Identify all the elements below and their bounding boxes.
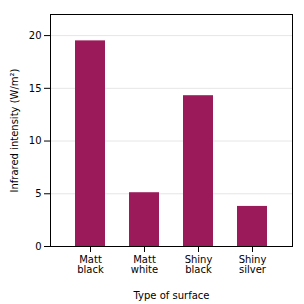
svg-text:0: 0 bbox=[35, 241, 41, 252]
svg-text:20: 20 bbox=[29, 30, 42, 41]
svg-text:5: 5 bbox=[35, 188, 41, 199]
svg-text:Shinysilver: Shinysilver bbox=[239, 254, 267, 275]
svg-text:10: 10 bbox=[29, 135, 42, 146]
svg-text:Shinyblack: Shinyblack bbox=[185, 254, 213, 275]
svg-text:Infrared intensity (W/m²): Infrared intensity (W/m²) bbox=[9, 68, 20, 192]
svg-text:Mattblack: Mattblack bbox=[77, 254, 104, 275]
svg-text:Mattwhite: Mattwhite bbox=[131, 254, 158, 275]
svg-text:15: 15 bbox=[29, 83, 42, 94]
svg-text:Type of surface: Type of surface bbox=[133, 290, 210, 301]
